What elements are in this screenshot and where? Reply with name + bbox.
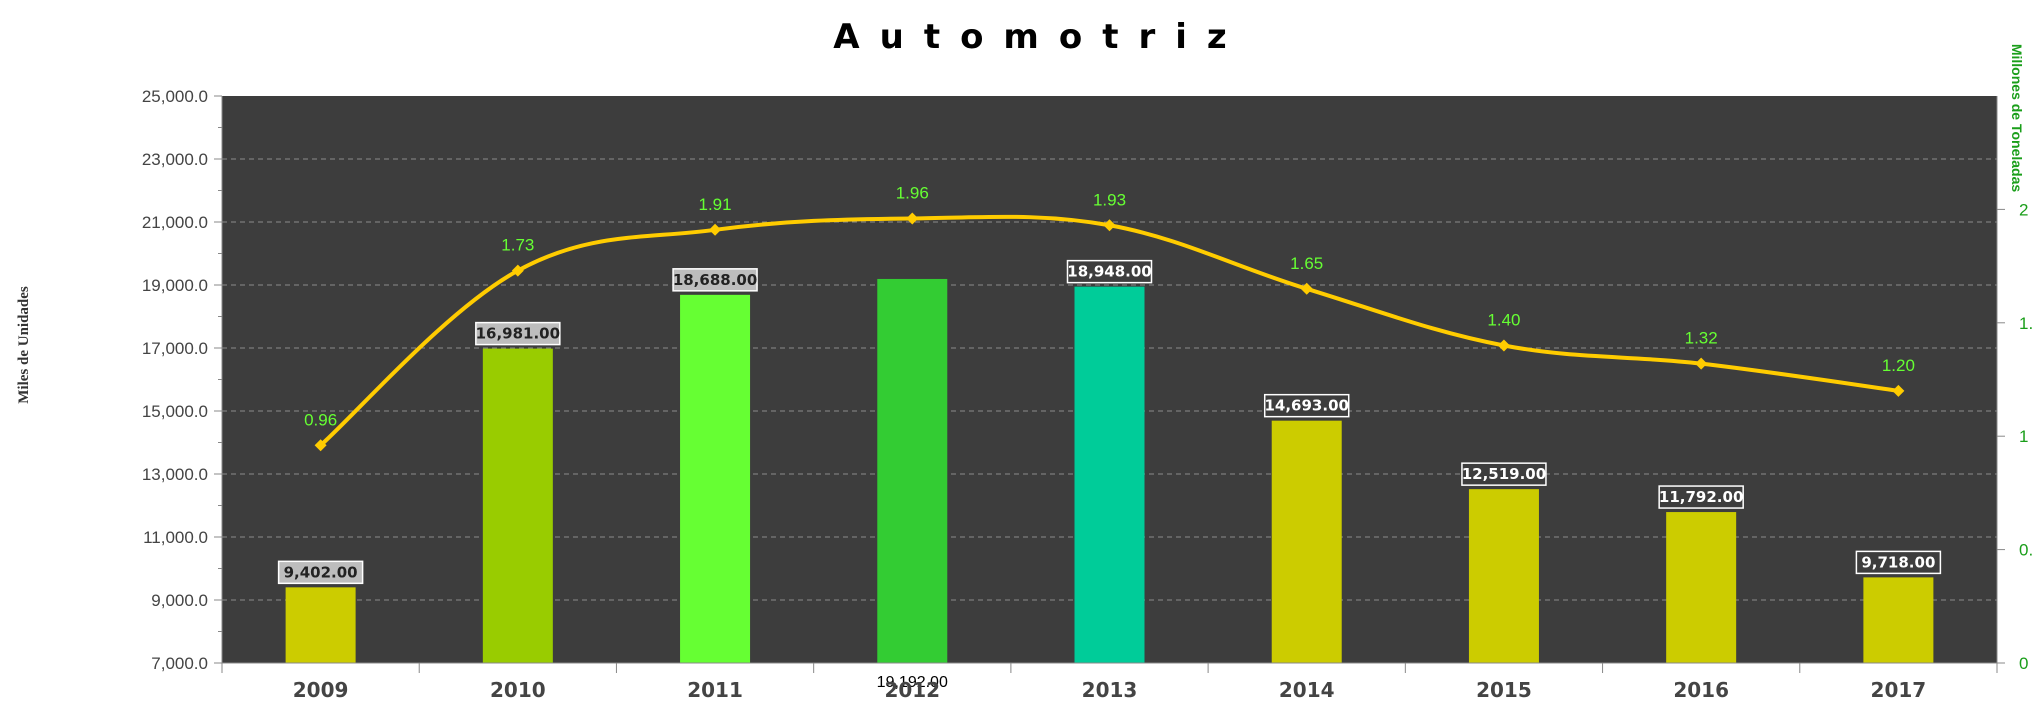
trend-line-point xyxy=(1103,219,1116,232)
x-tick-label: 2009 xyxy=(293,678,349,702)
y-tick-label: 23,000.0 xyxy=(142,150,208,169)
line-value-label: 1.40 xyxy=(1487,310,1520,329)
bar-value-label: 12,519.00 xyxy=(1462,465,1546,483)
line-value-label: 0.96 xyxy=(304,410,337,429)
y-tick-label: 25,000.0 xyxy=(142,87,208,106)
y-right-tick-label: 0. xyxy=(2019,541,2033,560)
bar-value-label: 18,948.00 xyxy=(1067,263,1151,281)
line-value-label: 1.65 xyxy=(1290,254,1323,273)
y-tick-label: 13,000.0 xyxy=(142,465,208,484)
bar-value-label: 9,718.00 xyxy=(1861,553,1935,571)
bar-value-label-box xyxy=(1461,462,1547,486)
trend-line-point xyxy=(906,212,919,225)
x-tick-label: 2016 xyxy=(1673,678,1729,702)
x-tick-label: 2017 xyxy=(1871,678,1927,702)
bar xyxy=(285,587,356,663)
bar xyxy=(1271,420,1342,663)
line-value-label: 1.91 xyxy=(699,195,732,214)
bars xyxy=(285,278,1934,663)
bar-value-label: 11,792.00 xyxy=(1659,488,1743,506)
y-right-tick-label: 1 xyxy=(2019,427,2028,446)
x-tick-label: 2015 xyxy=(1476,678,1532,702)
bar xyxy=(1666,512,1737,663)
bar xyxy=(1863,577,1934,663)
bar-value-label-box xyxy=(277,560,364,585)
line-value-label: 1.93 xyxy=(1093,190,1126,209)
y-tick-label: 17,000.0 xyxy=(142,339,208,358)
y-tick-label: 11,000.0 xyxy=(143,528,208,547)
bar-value-label: 19,192.00 xyxy=(877,674,948,691)
y-tick-label: 7,000.0 xyxy=(151,654,208,673)
bar xyxy=(877,278,948,663)
x-tick-label: 2012 xyxy=(884,678,940,702)
x-tick-label: 2010 xyxy=(490,678,546,702)
trend-line-point xyxy=(1695,357,1708,370)
line-value-label: 1.96 xyxy=(896,183,929,202)
trend-line-point xyxy=(314,439,327,452)
bar-value-label: 18,688.00 xyxy=(673,271,757,289)
bar xyxy=(1074,286,1145,663)
y-tick-label: 9,000.0 xyxy=(151,591,208,610)
bar-value-label: 14,693.00 xyxy=(1264,397,1348,415)
x-tick-label: 2014 xyxy=(1279,678,1335,702)
bar-value-label: 9,402.00 xyxy=(284,563,358,581)
bar-value-label-box xyxy=(1855,550,1942,575)
y-tick-label: 21,000.0 xyxy=(142,213,208,232)
bar-value-label-box xyxy=(1263,393,1350,418)
y-right-tick-label: 2 xyxy=(2019,200,2028,219)
bar xyxy=(482,348,553,663)
bar xyxy=(680,294,751,663)
line-value-label: 1.73 xyxy=(501,236,534,255)
bar-value-label: 16,981.00 xyxy=(476,325,560,343)
trend-line-point xyxy=(709,223,722,236)
bar-value-label-box xyxy=(672,268,758,292)
y-axis-label-left: Miles de Unidades xyxy=(16,286,32,404)
y-right-tick-label: 0 xyxy=(2019,654,2028,673)
line-value-label: 1.20 xyxy=(1882,356,1915,375)
trend-line xyxy=(314,212,1905,452)
y-right-tick-label: 1. xyxy=(2019,314,2033,333)
bar-value-label-box xyxy=(1066,259,1153,284)
bar-value-label-box xyxy=(475,321,561,346)
trend-line-point xyxy=(1300,282,1313,295)
x-tick-label: 2013 xyxy=(1082,678,1138,702)
chart-title: Automotriz xyxy=(833,17,1246,57)
line-value-label: 1.32 xyxy=(1685,329,1718,348)
trend-line-point xyxy=(511,264,524,277)
y-tick-label: 19,000.0 xyxy=(142,276,208,295)
bar xyxy=(1468,489,1539,663)
trend-line-point xyxy=(1892,384,1905,397)
x-tick-label: 2011 xyxy=(687,678,743,702)
y-tick-label: 15,000.0 xyxy=(142,402,208,421)
y-axis-label-right: Millones de Toneladas xyxy=(2009,44,2025,193)
axes: 25,000.023,000.021,000.019,000.017,000.0… xyxy=(142,87,2033,702)
bar-value-label-box xyxy=(1658,485,1744,509)
trend-line-point xyxy=(1497,339,1510,352)
data-labels: 9,402.00 16,981.00 18,688.00 19,192.00 18,94… xyxy=(277,183,1942,691)
